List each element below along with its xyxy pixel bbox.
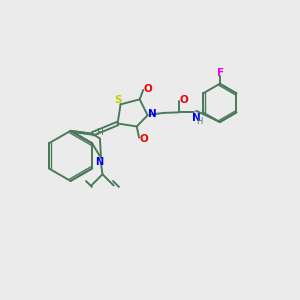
Text: O: O xyxy=(144,84,152,94)
Text: H: H xyxy=(196,117,202,126)
Text: N: N xyxy=(192,112,201,123)
Text: N: N xyxy=(95,157,104,166)
Text: S: S xyxy=(114,95,122,105)
Text: H: H xyxy=(97,128,103,136)
Text: O: O xyxy=(179,95,188,105)
Text: N: N xyxy=(148,109,156,119)
Text: F: F xyxy=(217,68,224,78)
Text: O: O xyxy=(140,134,148,144)
